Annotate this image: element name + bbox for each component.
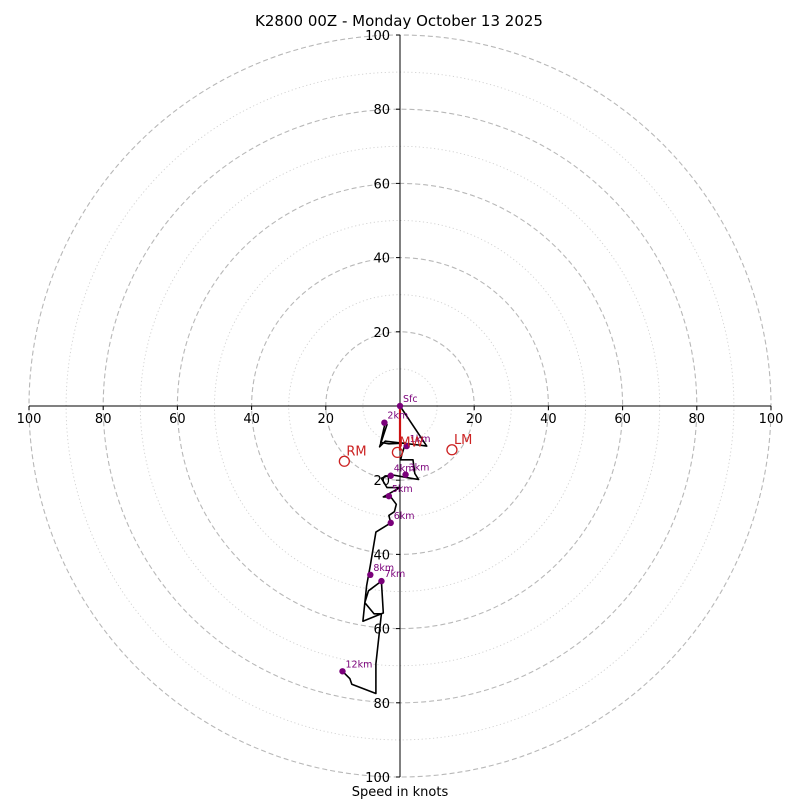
storm-motion-label: LM: [454, 433, 472, 448]
height-point-label: 8km: [373, 563, 394, 574]
x-axis-label: Speed in knots: [352, 785, 449, 800]
height-point-label: 6km: [394, 511, 415, 522]
storm-motion-marker: [446, 444, 458, 456]
x-tick-label: 20: [318, 412, 335, 427]
x-tick-label: 20: [466, 412, 483, 427]
y-tick-label-top: 80: [373, 103, 390, 118]
y-tick-label-bottom: 100: [365, 771, 390, 786]
y-tick-label-bottom: 80: [373, 697, 390, 712]
height-point-marker: [402, 471, 409, 478]
y-tick-label-bottom: 60: [373, 623, 390, 638]
height-point-marker: [396, 402, 404, 410]
chart-title: K2800 00Z - Monday October 13 2025: [255, 12, 543, 30]
height-point-marker: [339, 668, 346, 675]
x-tick-label: 100: [759, 412, 784, 427]
height-point-marker: [367, 571, 374, 579]
storm-motion-marker: [391, 446, 404, 459]
tick-labels: 100 80 60 40 20 20 40 60 80 100204060801002040608…: [17, 29, 784, 786]
height-point-label: 4km: [394, 464, 415, 475]
height-point-marker: [387, 472, 394, 479]
height-point-label: 5km: [392, 484, 413, 495]
x-tick-label: 40: [540, 412, 557, 427]
x-tick-label: 80: [689, 412, 706, 427]
x-tick-label: 60: [169, 412, 186, 427]
height-point-label: 7km: [384, 569, 405, 580]
storm-motion-markers: RM MW LM: [338, 433, 472, 467]
height-point-marker: [403, 442, 410, 450]
y-tick-label-top: 100: [365, 29, 390, 44]
x-tick-label: 40: [243, 412, 260, 427]
storm-motion-marker: [338, 455, 351, 467]
height-point-label: Sfc: [403, 394, 418, 405]
y-tick-label-top: 20: [373, 326, 390, 341]
hodograph-line: [341, 405, 428, 695]
height-point-marker: [387, 519, 394, 527]
storm-motion-label: MW: [399, 435, 423, 450]
height-point-marker: [381, 419, 388, 426]
x-tick-label: 100: [17, 412, 42, 427]
storm-motion-label: RM: [346, 444, 366, 459]
height-point-marker: [385, 492, 393, 500]
wind-trace: [341, 405, 428, 695]
height-point-label: 1km: [410, 434, 431, 445]
x-tick-label: 60: [614, 412, 631, 427]
y-tick-label-top: 40: [373, 252, 390, 267]
height-point-label: 3km: [409, 463, 430, 474]
height-point-marker: [378, 577, 385, 585]
y-tick-label-bottom: 40: [373, 548, 390, 563]
x-tick-label: 80: [95, 412, 112, 427]
y-tick-label-top: 60: [373, 177, 390, 192]
height-point-label: 12km: [345, 659, 372, 670]
height-point-label: 2km: [387, 411, 408, 422]
